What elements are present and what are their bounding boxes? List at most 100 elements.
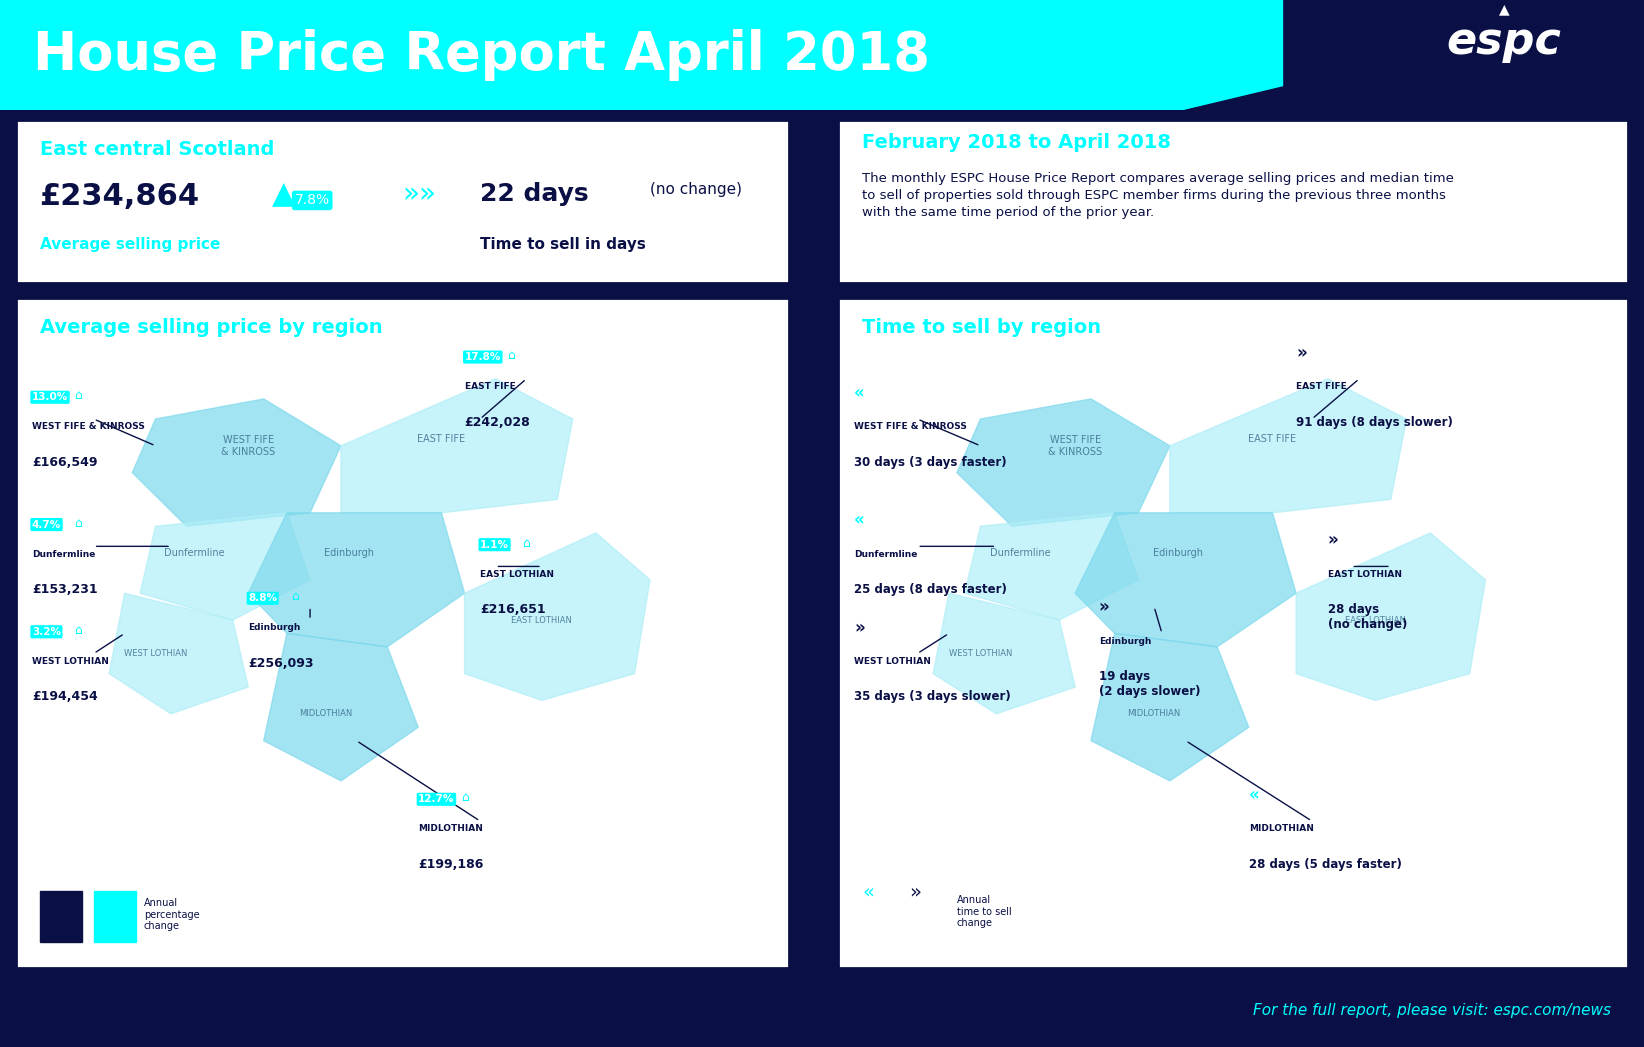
Text: £199,186: £199,186 xyxy=(418,857,483,871)
Text: The monthly ESPC House Price Report compares average selling prices and median t: The monthly ESPC House Price Report comp… xyxy=(861,173,1453,219)
Text: Annual
time to sell
change: Annual time to sell change xyxy=(957,895,1011,928)
Text: WEST LOTHIAN: WEST LOTHIAN xyxy=(855,656,931,666)
Bar xyxy=(1365,0,1644,110)
Text: »: » xyxy=(1328,532,1338,550)
Text: Dunfermline: Dunfermline xyxy=(990,548,1051,558)
Text: 28 days (5 days faster): 28 days (5 days faster) xyxy=(1249,857,1402,871)
Text: £256,093: £256,093 xyxy=(248,656,314,670)
Text: Time to sell in days: Time to sell in days xyxy=(480,238,646,252)
Text: £242,028: £242,028 xyxy=(465,416,531,428)
Text: »: » xyxy=(1098,599,1110,617)
Text: Dunfermline: Dunfermline xyxy=(855,550,917,559)
FancyBboxPatch shape xyxy=(16,120,789,283)
Text: MIDLOTHIAN: MIDLOTHIAN xyxy=(1249,824,1314,833)
Polygon shape xyxy=(340,379,572,513)
Polygon shape xyxy=(140,513,311,620)
Polygon shape xyxy=(132,399,340,527)
Text: ⌂: ⌂ xyxy=(74,389,82,402)
Text: 1.1%: 1.1% xyxy=(480,539,510,550)
Bar xyxy=(39,891,82,941)
Text: Edinburgh: Edinburgh xyxy=(324,548,373,558)
Text: Edinburgh: Edinburgh xyxy=(248,623,301,632)
Text: ⌂: ⌂ xyxy=(460,792,469,804)
Text: 12.7%: 12.7% xyxy=(418,795,455,804)
Text: £194,454: £194,454 xyxy=(31,690,97,704)
Text: ⌂: ⌂ xyxy=(74,624,82,637)
Text: espc: espc xyxy=(1447,20,1562,63)
Bar xyxy=(94,891,136,941)
Text: EAST LOTHIAN: EAST LOTHIAN xyxy=(480,570,554,579)
Text: ⌂: ⌂ xyxy=(506,349,515,362)
Text: 35 days (3 days slower): 35 days (3 days slower) xyxy=(855,690,1011,704)
Text: ▲: ▲ xyxy=(271,180,294,209)
Text: £234,864: £234,864 xyxy=(39,182,199,211)
Text: Average selling price by region: Average selling price by region xyxy=(39,318,383,337)
FancyBboxPatch shape xyxy=(838,120,1628,283)
Text: MIDLOTHIAN: MIDLOTHIAN xyxy=(299,710,352,718)
Text: Average selling price: Average selling price xyxy=(39,238,220,252)
Polygon shape xyxy=(934,594,1075,714)
Text: «: « xyxy=(1249,786,1259,804)
Text: EAST FIFE: EAST FIFE xyxy=(418,435,465,444)
Text: WEST FIFE & KINROSS: WEST FIFE & KINROSS xyxy=(31,422,145,431)
Text: For the full report, please visit: espc.com/news: For the full report, please visit: espc.… xyxy=(1253,1003,1611,1018)
Text: 3.2%: 3.2% xyxy=(31,627,61,637)
Text: £216,651: £216,651 xyxy=(480,603,546,617)
Text: Time to sell by region: Time to sell by region xyxy=(861,318,1101,337)
Text: ⌂: ⌂ xyxy=(74,516,82,530)
Text: MIDLOTHIAN: MIDLOTHIAN xyxy=(1128,710,1180,718)
Text: WEST LOTHIAN: WEST LOTHIAN xyxy=(31,656,109,666)
Text: 91 days (8 days slower): 91 days (8 days slower) xyxy=(1295,416,1453,428)
Text: (no change): (no change) xyxy=(649,182,741,197)
FancyBboxPatch shape xyxy=(16,298,789,968)
Text: 19 days
(2 days slower): 19 days (2 days slower) xyxy=(1098,670,1200,698)
Text: Annual
percentage
change: Annual percentage change xyxy=(145,898,199,932)
Text: «: « xyxy=(861,882,875,900)
Text: 4.7%: 4.7% xyxy=(31,519,61,530)
Text: ⌂: ⌂ xyxy=(523,537,531,550)
Text: £153,231: £153,231 xyxy=(31,583,97,596)
Polygon shape xyxy=(965,513,1138,620)
Text: «: « xyxy=(855,512,865,530)
Polygon shape xyxy=(1171,379,1407,513)
Text: WEST FIFE & KINROSS: WEST FIFE & KINROSS xyxy=(855,422,967,431)
Text: 22 days: 22 days xyxy=(480,182,589,206)
Text: 30 days (3 days faster): 30 days (3 days faster) xyxy=(855,455,1006,469)
Text: House Price Report April 2018: House Price Report April 2018 xyxy=(33,29,931,81)
Polygon shape xyxy=(109,594,248,714)
Polygon shape xyxy=(465,533,649,700)
Text: EAST FIFE: EAST FIFE xyxy=(1295,382,1346,392)
Text: EAST LOTHIAN: EAST LOTHIAN xyxy=(1345,616,1406,624)
Polygon shape xyxy=(1075,513,1295,647)
Text: WEST LOTHIAN: WEST LOTHIAN xyxy=(123,649,187,658)
Text: Dunfermline: Dunfermline xyxy=(164,548,225,558)
Text: EAST LOTHIAN: EAST LOTHIAN xyxy=(511,616,572,624)
Text: 17.8%: 17.8% xyxy=(465,352,501,362)
FancyBboxPatch shape xyxy=(838,298,1628,968)
Text: February 2018 to April 2018: February 2018 to April 2018 xyxy=(861,133,1171,153)
Polygon shape xyxy=(1092,633,1249,781)
Text: Dunfermline: Dunfermline xyxy=(31,550,95,559)
Text: 28 days
(no change): 28 days (no change) xyxy=(1328,603,1407,631)
Text: EAST LOTHIAN: EAST LOTHIAN xyxy=(1328,570,1402,579)
Text: »: » xyxy=(909,882,921,900)
Text: «: « xyxy=(855,384,865,402)
Text: £166,549: £166,549 xyxy=(31,455,97,469)
Text: »: » xyxy=(1295,344,1307,362)
Polygon shape xyxy=(263,633,418,781)
Text: EAST FIFE: EAST FIFE xyxy=(1248,435,1297,444)
Text: 7.8%: 7.8% xyxy=(294,194,330,207)
Text: »»: »» xyxy=(403,180,437,208)
Text: EAST FIFE: EAST FIFE xyxy=(465,382,515,392)
Text: East central Scotland: East central Scotland xyxy=(39,140,275,159)
Text: Edinburgh: Edinburgh xyxy=(1098,637,1151,646)
Text: 8.8%: 8.8% xyxy=(248,594,278,603)
Polygon shape xyxy=(1184,0,1644,110)
Text: 25 days (8 days faster): 25 days (8 days faster) xyxy=(855,583,1008,596)
Text: WEST LOTHIAN: WEST LOTHIAN xyxy=(949,649,1013,658)
Text: Edinburgh: Edinburgh xyxy=(1152,548,1203,558)
Text: ▲: ▲ xyxy=(1499,2,1509,16)
Polygon shape xyxy=(957,399,1171,527)
Polygon shape xyxy=(248,513,465,647)
Bar xyxy=(0,0,1282,110)
